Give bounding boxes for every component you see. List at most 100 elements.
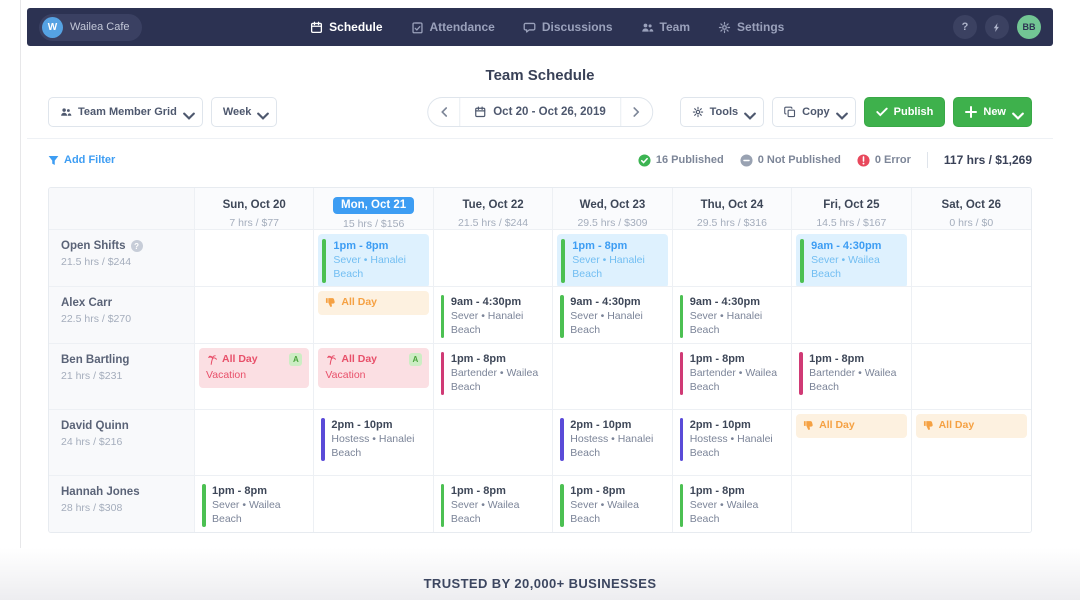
open-shift-card[interactable]: 1pm - 8pm Sever • Hanalei Beach xyxy=(318,234,429,286)
shift-card[interactable]: 9am - 4:30pm Sever • Hanalei Beach xyxy=(438,291,548,342)
next-week-button[interactable] xyxy=(619,98,652,126)
question-circle-icon: ? xyxy=(130,240,143,252)
shift-card[interactable]: 1pm - 8pm Sever • Wailea Beach xyxy=(438,480,548,531)
not-published-count: 0 Not Published xyxy=(757,154,841,166)
thumbs-down-icon xyxy=(923,420,934,431)
schedule-cell[interactable]: 9am - 4:30pm Sever • Wailea Beach xyxy=(792,230,912,287)
employee-name: Open Shifts? xyxy=(61,240,182,252)
copy-dropdown[interactable]: Copy xyxy=(772,97,856,127)
schedule-cell[interactable]: 1pm - 8pm Bartender • Wailea Beach xyxy=(433,344,554,410)
schedule-cell[interactable] xyxy=(792,287,912,344)
vacation-card[interactable]: All Day A Vacation xyxy=(318,348,429,389)
schedule-cell[interactable]: 1pm - 8pm Sever • Wailea Beach xyxy=(195,476,315,532)
shift-color-bar xyxy=(560,484,564,527)
nav-item-attendance[interactable]: Attendance xyxy=(411,20,495,34)
schedule-cell[interactable] xyxy=(672,230,793,287)
schedule-cell[interactable] xyxy=(911,230,1031,287)
schedule-cell[interactable]: 2pm - 10pm Hostess • Hanalei Beach xyxy=(672,410,793,476)
shift-card[interactable]: 1pm - 8pm Sever • Wailea Beach xyxy=(199,480,309,531)
day-header[interactable]: Wed, Oct 23 29.5 hrs / $309 xyxy=(553,188,673,230)
shift-card[interactable]: 1pm - 8pm Sever • Wailea Beach xyxy=(677,480,787,531)
schedule-cell[interactable]: 1pm - 8pm Sever • Hanalei Beach xyxy=(553,230,673,287)
row-name-cell: Alex Carr 22.5 hrs / $270 xyxy=(49,287,195,344)
shift-card[interactable]: 9am - 4:30pm Sever • Hanalei Beach xyxy=(677,291,787,342)
schedule-cell[interactable] xyxy=(314,476,434,532)
nav-item-settings[interactable]: Settings xyxy=(718,20,784,34)
shift-time: 9am - 4:30pm xyxy=(570,296,641,308)
clipboard-check-icon xyxy=(411,21,424,34)
schedule-cell[interactable] xyxy=(195,230,315,287)
shift-card[interactable]: 2pm - 10pm Hostess • Hanalei Beach xyxy=(557,414,667,465)
schedule-cell[interactable] xyxy=(911,344,1031,410)
schedule-cell[interactable]: All Day xyxy=(792,410,912,476)
not-published-status: 0 Not Published xyxy=(740,153,841,167)
shift-color-bar xyxy=(800,239,804,283)
schedule-cell[interactable]: 1pm - 8pm Bartender • Wailea Beach xyxy=(792,344,912,410)
shift-time: 1pm - 8pm xyxy=(450,353,506,365)
schedule-cell[interactable]: 1pm - 8pm Sever • Wailea Beach xyxy=(553,476,673,532)
shift-card[interactable]: 1pm - 8pm Bartender • Wailea Beach xyxy=(677,348,787,399)
schedule-cell[interactable]: All Day A Vacation xyxy=(195,344,315,410)
schedule-cell[interactable]: 2pm - 10pm Hostess • Hanalei Beach xyxy=(314,410,434,476)
company-switcher[interactable]: W Wailea Cafe xyxy=(39,13,142,41)
shift-card[interactable]: 1pm - 8pm Sever • Wailea Beach xyxy=(557,480,667,531)
schedule-cell[interactable] xyxy=(792,476,912,532)
schedule-cell[interactable] xyxy=(195,410,315,476)
schedule-cell[interactable]: 1pm - 8pm Sever • Wailea Beach xyxy=(433,476,554,532)
day-header[interactable]: Sun, Oct 20 7 hrs / $77 xyxy=(195,188,315,230)
day-header[interactable]: Tue, Oct 22 21.5 hrs / $244 xyxy=(433,188,554,230)
unavailable-card[interactable]: All Day xyxy=(796,414,907,438)
schedule-cell[interactable]: All Day xyxy=(911,410,1031,476)
unavailable-card[interactable]: All Day xyxy=(915,414,1027,438)
new-dropdown[interactable]: New xyxy=(953,97,1032,127)
shift-time: 1pm - 8pm xyxy=(572,240,628,252)
schedule-cell[interactable]: 2pm - 10pm Hostess • Hanalei Beach xyxy=(553,410,673,476)
schedule-cell[interactable] xyxy=(433,230,554,287)
schedule-cell[interactable] xyxy=(911,287,1031,344)
nav-item-label: Discussions xyxy=(541,20,613,34)
schedule-cell[interactable]: 1pm - 8pm Sever • Wailea Beach xyxy=(672,476,793,532)
schedule-cell[interactable] xyxy=(553,344,673,410)
schedule-cell[interactable]: 1pm - 8pm Bartender • Wailea Beach xyxy=(672,344,793,410)
user-avatar[interactable]: BB xyxy=(1016,15,1041,39)
day-header-label: Sun, Oct 20 xyxy=(222,199,286,211)
date-range-button[interactable]: Oct 20 - Oct 26, 2019 xyxy=(460,98,620,126)
shift-card[interactable]: 1pm - 8pm Bartender • Wailea Beach xyxy=(796,348,906,399)
unavailable-card[interactable]: All Day xyxy=(318,291,429,315)
day-header[interactable]: Fri, Oct 25 14.5 hrs / $167 xyxy=(792,188,912,230)
day-header-label: Sat, Oct 26 xyxy=(941,199,1001,211)
previous-week-button[interactable] xyxy=(428,98,461,126)
schedule-cell[interactable] xyxy=(911,476,1031,532)
nav-item-team[interactable]: Team xyxy=(641,20,690,34)
schedule-cell[interactable]: 9am - 4:30pm Sever • Hanalei Beach xyxy=(433,287,554,344)
schedule-cell[interactable]: 9am - 4:30pm Sever • Hanalei Beach xyxy=(553,287,673,344)
publish-button[interactable]: Publish xyxy=(863,97,946,127)
view-selector-dropdown[interactable]: Team Member Grid xyxy=(48,97,203,127)
whats-new-button[interactable] xyxy=(984,15,1009,39)
day-header[interactable]: Mon, Oct 21 15 hrs / $156 xyxy=(314,188,434,230)
shift-card[interactable]: 1pm - 8pm Bartender • Wailea Beach xyxy=(438,348,548,399)
vacation-card[interactable]: All Day A Vacation xyxy=(199,348,310,389)
period-selector-label: Week xyxy=(222,106,252,118)
period-selector-dropdown[interactable]: Week xyxy=(210,97,278,127)
nav-item-schedule[interactable]: Schedule xyxy=(310,20,383,34)
schedule-cell[interactable]: 9am - 4:30pm Sever • Hanalei Beach xyxy=(672,287,793,344)
schedule-cell[interactable]: All Day A Vacation xyxy=(314,344,434,410)
open-shift-card[interactable]: 9am - 4:30pm Sever • Wailea Beach xyxy=(796,234,907,286)
shift-card[interactable]: 2pm - 10pm Hostess • Hanalei Beach xyxy=(318,414,428,465)
add-filter-button[interactable]: Add Filter xyxy=(48,154,115,166)
schedule-cell[interactable] xyxy=(195,287,315,344)
shift-card[interactable]: 2pm - 10pm Hostess • Hanalei Beach xyxy=(677,414,787,465)
tools-dropdown[interactable]: Tools xyxy=(679,97,765,127)
help-button[interactable]: ? xyxy=(952,15,977,39)
day-header[interactable]: Thu, Oct 24 29.5 hrs / $316 xyxy=(672,188,793,230)
shift-time: 2pm - 10pm xyxy=(331,419,393,431)
schedule-cell[interactable]: All Day xyxy=(314,287,434,344)
shift-card[interactable]: 9am - 4:30pm Sever • Hanalei Beach xyxy=(557,291,667,342)
company-avatar: W xyxy=(42,16,63,38)
schedule-cell[interactable]: 1pm - 8pm Sever • Hanalei Beach xyxy=(314,230,434,287)
day-header[interactable]: Sat, Oct 26 0 hrs / $0 xyxy=(911,188,1031,230)
open-shift-card[interactable]: 1pm - 8pm Sever • Hanalei Beach xyxy=(557,234,668,286)
schedule-cell[interactable] xyxy=(433,410,554,476)
nav-item-discussions[interactable]: Discussions xyxy=(523,20,613,34)
